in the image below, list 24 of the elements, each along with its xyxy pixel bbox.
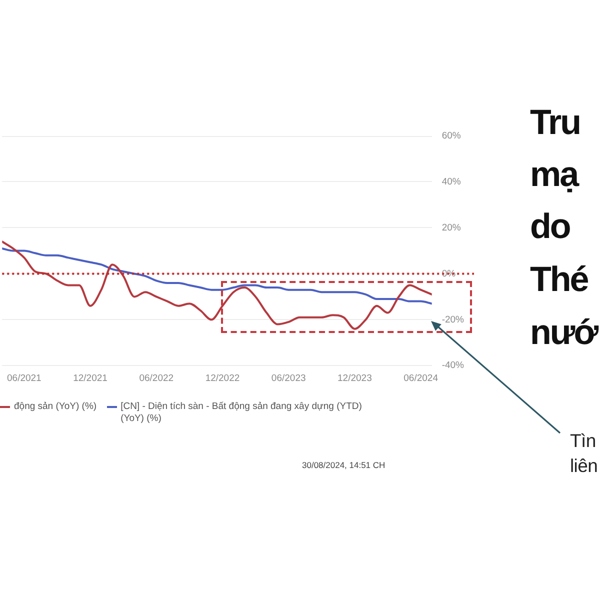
y-tick-label: 40% (442, 176, 462, 188)
x-tick-label: 06/2024 (404, 372, 438, 384)
text: liên (570, 455, 598, 476)
x-tick-label: 12/2021 (73, 372, 108, 384)
line-series (2, 240, 432, 330)
text: nướ (530, 313, 598, 352)
legend-label: [CN] - Diện tích sàn - Bất động sản đang xây dựng (YTD) (YoY) (%) (120, 401, 363, 425)
y-tick-label: -40% (442, 360, 465, 372)
text: Thé (530, 260, 588, 299)
x-tick-label: 12/2023 (338, 372, 372, 384)
x-tick-label: 06/2021 (7, 372, 42, 384)
legend-label: động sản (YoY) (%) (14, 401, 97, 413)
text: mạ (530, 155, 578, 194)
y-tick-label: 60% (442, 130, 462, 142)
text: Tìn (570, 430, 596, 451)
x-tick-label: 12/2022 (205, 372, 240, 384)
text: 30/08/2024, 14:51 CH (302, 460, 386, 470)
y-tick-label: 20% (442, 222, 462, 234)
text: Tru (530, 103, 580, 142)
x-tick-label: 06/2023 (271, 372, 306, 384)
y-tick-label: -20% (442, 314, 465, 326)
text: do (530, 207, 570, 246)
x-tick-label: 06/2022 (139, 372, 174, 384)
line-series (2, 248, 432, 305)
